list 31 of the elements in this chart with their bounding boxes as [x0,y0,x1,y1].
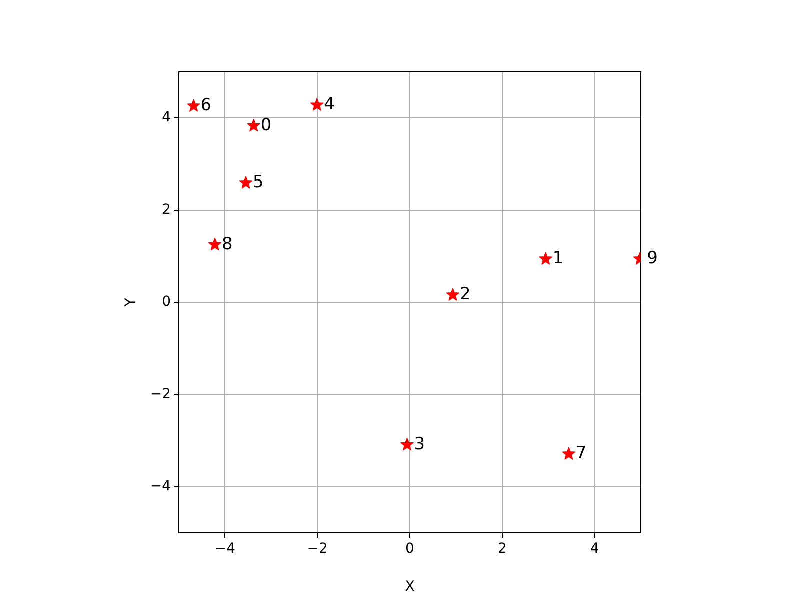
annotation: 0 [260,115,272,136]
point [187,99,200,112]
x-tick-label: 4 [590,541,600,558]
point [310,98,324,111]
annotation: 9 [647,248,658,269]
annotation: 3 [414,434,426,454]
point [539,252,552,265]
annotation: 6 [200,96,212,116]
y-tick-label: 0 [162,294,171,310]
y-tick-label: 2 [162,202,171,218]
annotation: 4 [324,94,335,115]
x-tick-label: 0 [406,541,414,558]
annotation: 8 [222,234,233,254]
annotation: 2 [460,284,471,305]
point [239,176,253,189]
x-tick-label: −2 [307,541,328,558]
y-tick-label: −4 [150,478,172,495]
y-axis-title: Y [123,298,140,308]
x-tick-label: 2 [498,541,507,558]
y-tick-label: −2 [150,386,171,402]
annotation: 5 [252,172,264,193]
point [247,119,260,132]
point [400,438,414,451]
point [446,288,460,301]
point [208,238,222,251]
annotation: 7 [576,444,587,464]
x-axis-title: X [405,579,416,596]
y-tick-label: 4 [162,110,172,126]
annotation: 1 [552,248,564,269]
x-tick-label: −4 [214,541,236,558]
point [562,447,576,460]
